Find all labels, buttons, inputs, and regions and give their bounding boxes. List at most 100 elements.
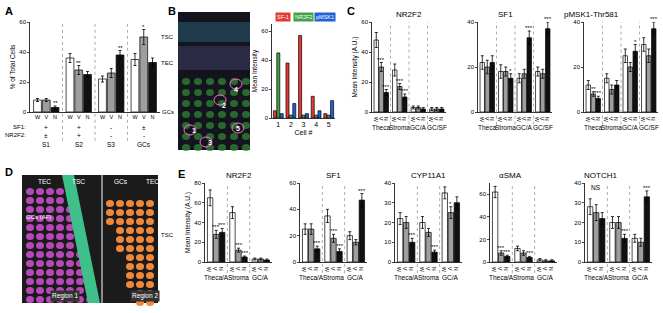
svg-text:W: W bbox=[229, 267, 235, 273]
svg-text:40: 40 bbox=[261, 57, 268, 63]
svg-text:SF1: SF1 bbox=[498, 10, 513, 19]
svg-text:V: V bbox=[502, 117, 508, 121]
svg-text:N: N bbox=[151, 114, 155, 120]
svg-text:40: 40 bbox=[479, 214, 486, 220]
svg-text:V: V bbox=[415, 117, 421, 121]
svg-text:GC/A: GC/A bbox=[516, 124, 533, 131]
svg-text:W: W bbox=[631, 267, 637, 273]
svg-text:W: W bbox=[132, 114, 138, 120]
svg-text:N: N bbox=[420, 117, 426, 121]
svg-text:E: E bbox=[178, 168, 185, 180]
svg-text:V: V bbox=[44, 114, 48, 120]
svg-text:10: 10 bbox=[384, 239, 391, 245]
svg-text:TEC: TEC bbox=[161, 60, 174, 66]
svg-text:V: V bbox=[109, 114, 113, 120]
svg-text:N: N bbox=[595, 117, 601, 121]
svg-text:αSMA: αSMA bbox=[499, 171, 522, 180]
svg-text:V: V bbox=[539, 117, 545, 121]
svg-text:Theca: Theca bbox=[372, 124, 390, 131]
svg-text:W: W bbox=[35, 114, 41, 120]
svg-text:N: N bbox=[383, 117, 389, 121]
svg-text:***: *** bbox=[377, 57, 385, 63]
svg-text:Stroma: Stroma bbox=[389, 124, 410, 131]
svg-text:V: V bbox=[484, 117, 490, 121]
svg-text:W: W bbox=[324, 267, 330, 273]
svg-text:W: W bbox=[497, 117, 503, 123]
svg-text:**: ** bbox=[76, 60, 81, 66]
svg-text:NR2F2:: NR2F2: bbox=[5, 132, 26, 138]
svg-text:V: V bbox=[447, 267, 453, 271]
svg-text:Stroma: Stroma bbox=[495, 124, 516, 131]
svg-text:60: 60 bbox=[194, 200, 201, 206]
svg-text:W: W bbox=[514, 267, 520, 273]
svg-text:N: N bbox=[650, 117, 656, 121]
svg-text:10: 10 bbox=[574, 239, 581, 245]
svg-text:40: 40 bbox=[289, 206, 296, 212]
svg-text:Stroma: Stroma bbox=[418, 274, 439, 281]
svg-text:0: 0 bbox=[388, 259, 392, 265]
svg-text:40: 40 bbox=[573, 19, 580, 25]
svg-text:GC/A: GC/A bbox=[410, 124, 427, 131]
svg-text:NS: NS bbox=[591, 184, 601, 191]
svg-text:0: 0 bbox=[198, 259, 202, 265]
svg-text:***: *** bbox=[503, 249, 511, 255]
svg-text:Theca/A: Theca/A bbox=[584, 274, 609, 281]
svg-text:GCs (AF): GCs (AF) bbox=[26, 214, 51, 220]
svg-text:V: V bbox=[637, 267, 643, 271]
svg-text:40: 40 bbox=[467, 19, 474, 25]
svg-text:GC/A: GC/A bbox=[632, 274, 649, 281]
svg-text:40: 40 bbox=[574, 180, 581, 186]
svg-text:60: 60 bbox=[479, 191, 486, 197]
svg-text:0: 0 bbox=[578, 259, 582, 265]
svg-text:***: *** bbox=[235, 242, 243, 248]
svg-text:20: 20 bbox=[467, 64, 474, 70]
svg-text:GC/A: GC/A bbox=[622, 124, 639, 131]
svg-text:GCs: GCs bbox=[162, 109, 174, 115]
svg-text:N: N bbox=[526, 117, 532, 121]
svg-text:20: 20 bbox=[384, 220, 391, 226]
svg-text:N: N bbox=[632, 117, 638, 121]
svg-text:W: W bbox=[419, 267, 425, 273]
svg-text:+: + bbox=[44, 124, 48, 131]
svg-text:-: - bbox=[143, 132, 145, 139]
svg-text:TEC: TEC bbox=[38, 178, 51, 185]
svg-text:20: 20 bbox=[573, 64, 580, 70]
svg-text:V: V bbox=[425, 267, 431, 271]
svg-text:Theca/A: Theca/A bbox=[394, 274, 419, 281]
svg-text:V: V bbox=[497, 267, 503, 271]
svg-text:4: 4 bbox=[234, 86, 238, 93]
svg-text:**: ** bbox=[53, 100, 58, 106]
svg-text:N: N bbox=[118, 114, 122, 120]
svg-text:V: V bbox=[257, 267, 263, 271]
svg-text:W: W bbox=[516, 117, 522, 123]
svg-text:W: W bbox=[67, 114, 73, 120]
svg-text:***: *** bbox=[336, 243, 344, 249]
svg-text:GC/SF: GC/SF bbox=[533, 124, 553, 131]
svg-text:W: W bbox=[479, 117, 485, 123]
svg-text:*: * bbox=[449, 201, 452, 207]
svg-text:GC/A: GC/A bbox=[442, 274, 459, 281]
svg-text:20: 20 bbox=[361, 79, 368, 85]
svg-text:CYP11A1: CYP11A1 bbox=[411, 171, 446, 180]
svg-text:NR2F2: NR2F2 bbox=[295, 14, 312, 20]
svg-text:W: W bbox=[410, 117, 416, 123]
svg-text:V: V bbox=[77, 114, 81, 120]
svg-text:N: N bbox=[438, 117, 444, 121]
svg-text:3: 3 bbox=[302, 121, 306, 128]
svg-text:20: 20 bbox=[194, 239, 201, 245]
svg-text:Mean Intensity: Mean Intensity bbox=[251, 49, 259, 92]
svg-text:N: N bbox=[621, 267, 627, 271]
svg-text:***: *** bbox=[330, 228, 338, 234]
svg-text:Stroma: Stroma bbox=[323, 274, 344, 281]
svg-text:Mean Intensity (A.U.): Mean Intensity (A.U.) bbox=[184, 192, 192, 253]
svg-text:GC/A: GC/A bbox=[347, 274, 364, 281]
svg-text:*: * bbox=[509, 68, 512, 74]
svg-text:40: 40 bbox=[384, 180, 391, 186]
svg-text:0: 0 bbox=[365, 109, 369, 115]
svg-text:60: 60 bbox=[289, 180, 296, 186]
svg-text:N: N bbox=[313, 267, 319, 271]
svg-text:V: V bbox=[396, 117, 402, 121]
svg-text:*: * bbox=[142, 24, 145, 30]
svg-text:***: *** bbox=[241, 250, 249, 256]
svg-text:W: W bbox=[534, 117, 540, 123]
